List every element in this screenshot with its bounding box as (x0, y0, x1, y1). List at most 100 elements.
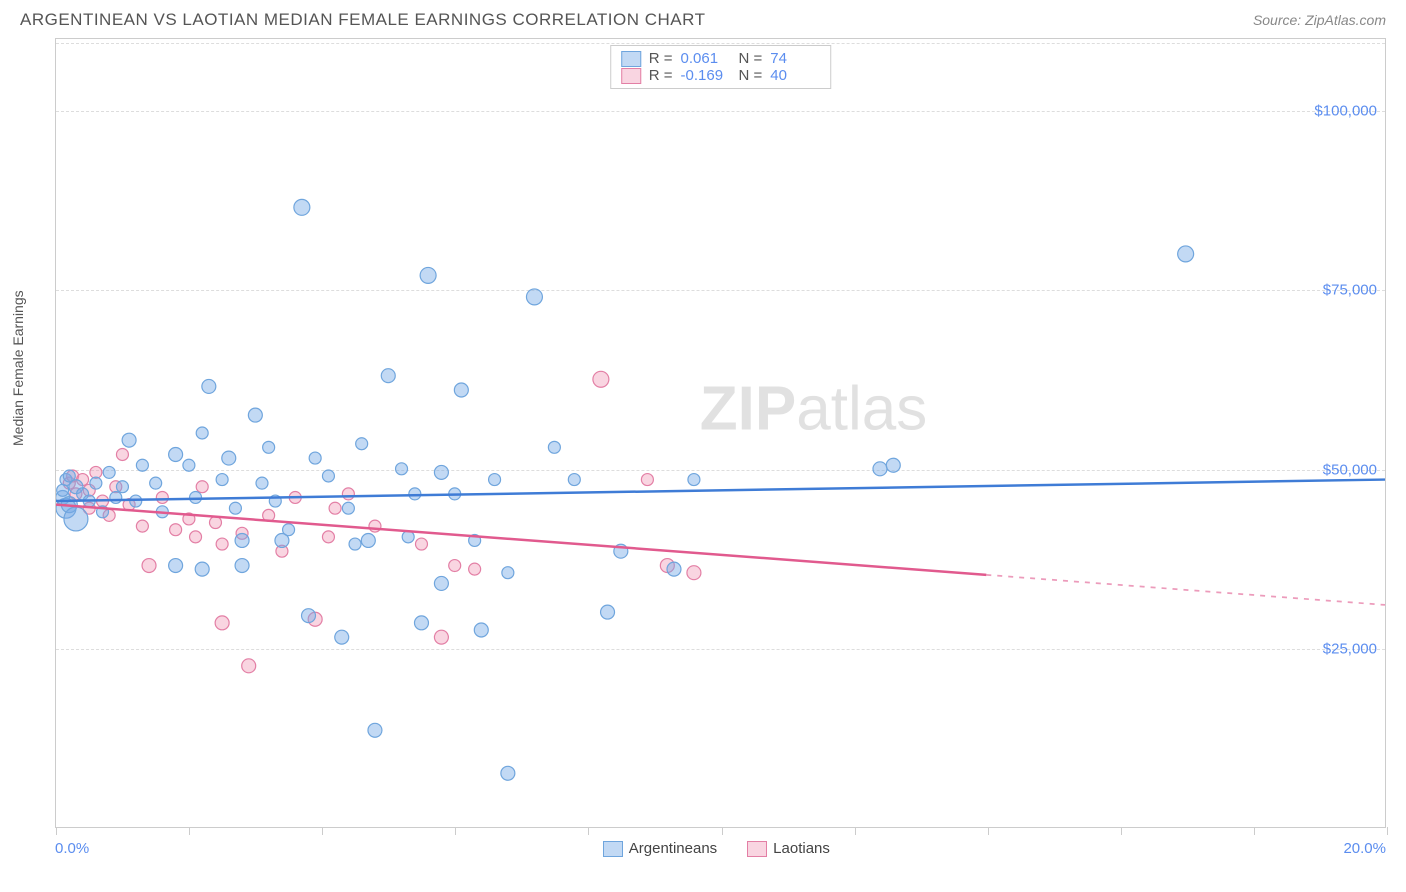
series-legend: Argentineans Laotians (603, 840, 830, 857)
data-point[interactable] (142, 559, 156, 573)
data-point[interactable] (248, 408, 262, 422)
data-point[interactable] (368, 723, 382, 737)
data-point[interactable] (136, 459, 148, 471)
data-point[interactable] (90, 477, 102, 489)
data-point[interactable] (349, 538, 361, 550)
data-point[interactable] (169, 559, 183, 573)
data-point[interactable] (667, 562, 681, 576)
data-point[interactable] (196, 481, 208, 493)
data-point[interactable] (329, 502, 341, 514)
data-point[interactable] (322, 531, 334, 543)
chart-frame: ZIPatlas R = 0.061 N = 74 R = -0.169 N =… (55, 38, 1386, 828)
data-point[interactable] (202, 379, 216, 393)
legend-item-laotians[interactable]: Laotians (747, 840, 830, 857)
data-point[interactable] (369, 520, 381, 532)
data-point[interactable] (64, 507, 88, 531)
stats-legend: R = 0.061 N = 74 R = -0.169 N = 40 (610, 45, 832, 89)
data-point[interactable] (502, 567, 514, 579)
data-point[interactable] (209, 517, 221, 529)
data-point[interactable] (415, 538, 427, 550)
data-point[interactable] (434, 630, 448, 644)
data-point[interactable] (886, 458, 900, 472)
chart-container: ARGENTINEAN VS LAOTIAN MEDIAN FEMALE EAR… (10, 10, 1396, 882)
data-point[interactable] (501, 766, 515, 780)
data-point[interactable] (434, 576, 448, 590)
data-point[interactable] (688, 474, 700, 486)
x-axis-min: 0.0% (55, 840, 89, 857)
data-point[interactable] (222, 451, 236, 465)
data-point[interactable] (122, 433, 136, 447)
swatch-arg-icon (621, 51, 641, 67)
data-point[interactable] (156, 491, 168, 503)
data-point[interactable] (342, 502, 354, 514)
data-point[interactable] (548, 441, 560, 453)
data-point[interactable] (196, 427, 208, 439)
r-value-lao: -0.169 (681, 67, 731, 84)
data-point[interactable] (110, 491, 122, 503)
data-point[interactable] (568, 474, 580, 486)
data-point[interactable] (116, 449, 128, 461)
data-point[interactable] (302, 609, 316, 623)
swatch-arg-icon (603, 841, 623, 857)
legend-label-arg: Argentineans (629, 840, 717, 857)
data-point[interactable] (434, 465, 448, 479)
data-point[interactable] (309, 452, 321, 464)
data-point[interactable] (381, 369, 395, 383)
data-point[interactable] (356, 438, 368, 450)
data-point[interactable] (190, 531, 202, 543)
data-point[interactable] (409, 488, 421, 500)
data-point[interactable] (454, 383, 468, 397)
data-point[interactable] (169, 448, 183, 462)
data-point[interactable] (150, 477, 162, 489)
data-point[interactable] (229, 502, 241, 514)
data-point[interactable] (687, 566, 701, 580)
data-point[interactable] (170, 524, 182, 536)
data-point[interactable] (235, 533, 249, 547)
data-point[interactable] (136, 520, 148, 532)
data-point[interactable] (414, 616, 428, 630)
swatch-lao-icon (621, 68, 641, 84)
data-point[interactable] (195, 562, 209, 576)
data-point[interactable] (183, 459, 195, 471)
data-point[interactable] (420, 267, 436, 283)
legend-item-argentineans[interactable]: Argentineans (603, 840, 717, 857)
data-point[interactable] (190, 491, 202, 503)
data-point[interactable] (116, 481, 128, 493)
data-point[interactable] (526, 289, 542, 305)
data-point[interactable] (216, 538, 228, 550)
data-point[interactable] (103, 466, 115, 478)
data-point[interactable] (489, 474, 501, 486)
data-point[interactable] (474, 623, 488, 637)
data-point[interactable] (294, 199, 310, 215)
data-point[interactable] (873, 462, 887, 476)
stats-row-argentineans: R = 0.061 N = 74 (621, 50, 821, 67)
data-point[interactable] (641, 474, 653, 486)
data-point[interactable] (593, 371, 609, 387)
x-axis-row: 0.0% Argentineans Laotians 20.0% (55, 840, 1386, 857)
data-point[interactable] (342, 488, 354, 500)
data-point[interactable] (1178, 246, 1194, 262)
data-point[interactable] (449, 560, 461, 572)
chart-source: Source: ZipAtlas.com (1253, 12, 1386, 28)
data-point[interactable] (469, 563, 481, 575)
data-point[interactable] (283, 524, 295, 536)
data-point[interactable] (361, 533, 375, 547)
data-point[interactable] (601, 605, 615, 619)
data-point[interactable] (256, 477, 268, 489)
swatch-lao-icon (747, 841, 767, 857)
data-point[interactable] (322, 470, 334, 482)
data-point[interactable] (396, 463, 408, 475)
data-point[interactable] (235, 559, 249, 573)
data-point[interactable] (335, 630, 349, 644)
y-axis-title: Median Female Earnings (10, 290, 26, 446)
data-point[interactable] (242, 659, 256, 673)
data-point[interactable] (57, 484, 69, 496)
r-label: R = (649, 50, 673, 67)
data-point[interactable] (215, 616, 229, 630)
scatter-plot (56, 39, 1385, 827)
data-point[interactable] (216, 474, 228, 486)
stats-row-laotians: R = -0.169 N = 40 (621, 67, 821, 84)
trend-line (56, 480, 1385, 501)
data-point[interactable] (263, 441, 275, 453)
n-value-lao: 40 (770, 67, 820, 84)
